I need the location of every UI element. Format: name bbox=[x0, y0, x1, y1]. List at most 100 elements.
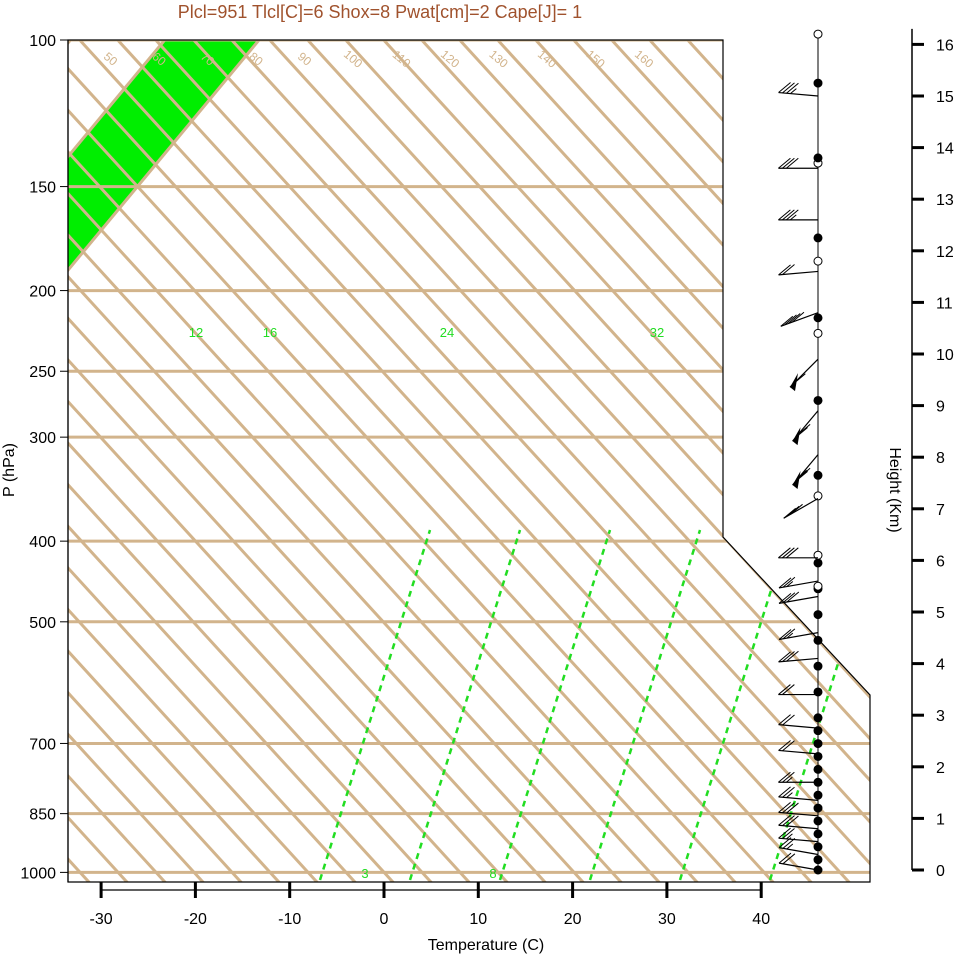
filled-marker bbox=[813, 751, 823, 761]
wind-barb-feather bbox=[790, 503, 803, 515]
wind-barb-feather bbox=[782, 740, 795, 752]
wind-barb-half-feather bbox=[786, 581, 794, 587]
mixing-ratio-line bbox=[498, 529, 612, 881]
mixing-ratio-line bbox=[678, 529, 792, 881]
filled-marker bbox=[813, 470, 823, 480]
height-tick-label: 3 bbox=[936, 708, 945, 725]
wind-barb-feather bbox=[778, 684, 791, 695]
wind-barb-feather bbox=[795, 427, 808, 438]
wind-barb-feather bbox=[782, 576, 796, 588]
dry-adiabat-line bbox=[438, 40, 870, 882]
height-tick-label: 1 bbox=[936, 811, 945, 828]
height-tick-label: 12 bbox=[936, 244, 954, 261]
filled-marker bbox=[813, 764, 823, 774]
dry-adiabat-line bbox=[476, 40, 870, 882]
wind-barb-feather bbox=[786, 650, 799, 662]
dry-adiabat-line bbox=[68, 40, 480, 882]
wind-barb-feather bbox=[786, 802, 799, 814]
wind-barb-feather bbox=[782, 786, 795, 798]
pressure-tick-label: 850 bbox=[29, 807, 56, 824]
open-marker bbox=[813, 491, 823, 501]
mixing-ratio-line bbox=[768, 529, 870, 881]
wind-barb-feather bbox=[782, 828, 795, 839]
filled-marker bbox=[813, 661, 823, 671]
height-tick-label: 8 bbox=[936, 450, 945, 467]
wind-barb bbox=[778, 580, 819, 589]
wind-barb-feather bbox=[782, 628, 796, 640]
wind-barb-feather bbox=[782, 802, 795, 814]
mixing-ratio-line bbox=[408, 529, 522, 881]
wind-barb-half-feather bbox=[790, 88, 797, 94]
wind-barb bbox=[778, 657, 819, 663]
mixing-ratio-line bbox=[318, 529, 432, 881]
wind-barb-half-feather bbox=[786, 792, 793, 798]
open-marker bbox=[813, 256, 823, 266]
wind-barb-feather bbox=[778, 814, 791, 826]
pressure-tick-label: 100 bbox=[29, 33, 56, 50]
pressure-tick-label: 250 bbox=[29, 364, 56, 381]
mixing-ratio-label: 8 bbox=[489, 866, 496, 881]
wind-barb-feather bbox=[787, 313, 801, 324]
wind-barb-feather bbox=[782, 684, 795, 695]
wind-barb-feather bbox=[778, 629, 792, 640]
height-tick-label: 6 bbox=[936, 553, 945, 570]
wind-barb-feather bbox=[778, 157, 791, 169]
filled-marker bbox=[813, 78, 823, 88]
wind-barb-feather bbox=[778, 786, 791, 798]
filled-marker bbox=[813, 153, 823, 163]
filled-marker bbox=[813, 829, 823, 839]
wind-barb bbox=[778, 724, 819, 729]
filled-marker bbox=[813, 395, 823, 405]
wind-barb-half-feather bbox=[795, 375, 803, 382]
dry-adiabat-line bbox=[286, 40, 870, 882]
temperature-tick-label: 40 bbox=[752, 911, 770, 928]
wind-barb-feather bbox=[786, 815, 799, 827]
filled-marker bbox=[813, 313, 823, 323]
wind-barb bbox=[778, 270, 819, 276]
temperature-tick-label: 20 bbox=[564, 911, 582, 928]
wind-barb bbox=[778, 749, 819, 755]
wind-barb-feather bbox=[795, 470, 808, 482]
wind-barb-half-feather bbox=[786, 632, 794, 639]
dry-adiabat-line bbox=[362, 40, 870, 882]
band-layer bbox=[68, 40, 259, 882]
wind-barb-feather bbox=[778, 827, 791, 839]
height-tick-label: 2 bbox=[936, 760, 945, 777]
height-tick-label: 4 bbox=[936, 657, 945, 674]
wind-barb-feather bbox=[782, 264, 795, 275]
mixing-ratio-label: 32 bbox=[650, 325, 664, 340]
open-marker bbox=[813, 581, 823, 591]
y-axis-label: P (hPa) bbox=[1, 443, 18, 497]
pressure-tick-label: 500 bbox=[29, 615, 56, 632]
wind-barb-feather bbox=[791, 311, 805, 323]
wind-barb-feather bbox=[782, 815, 795, 826]
filled-marker bbox=[813, 816, 823, 826]
wind-barb-feather bbox=[782, 592, 796, 604]
open-marker bbox=[813, 29, 823, 39]
open-marker bbox=[813, 328, 823, 338]
height-tick-label: 0 bbox=[936, 863, 945, 880]
temperature-tick-label: -30 bbox=[90, 911, 113, 928]
isotherm-line bbox=[68, 40, 261, 882]
isotherm-label: 140 bbox=[535, 47, 560, 71]
dry-adiabat-line bbox=[68, 40, 252, 882]
mixing-ratio-label: 12 bbox=[189, 325, 203, 340]
wind-barb bbox=[778, 796, 819, 801]
x-axis-label: Temperature (C) bbox=[428, 937, 544, 954]
wind-barb-feather bbox=[778, 209, 791, 221]
dry-adiabat-line bbox=[590, 40, 870, 882]
wind-barb bbox=[778, 811, 819, 817]
dry-adiabat-line bbox=[68, 40, 860, 882]
chart-title: Plcl=951 Tlcl[C]=6 Shox=8 Pwat[cm]=2 Cap… bbox=[178, 2, 582, 22]
filled-marker bbox=[813, 610, 823, 620]
filled-marker bbox=[813, 803, 823, 813]
dry-adiabat-line bbox=[68, 40, 746, 882]
wind-barb bbox=[778, 91, 819, 97]
wind-barb-feather bbox=[785, 547, 799, 559]
wind-barb-half-feather bbox=[789, 214, 797, 221]
height-tick-label: 15 bbox=[936, 89, 954, 106]
temperature-band bbox=[68, 40, 259, 882]
wind-barb-feather bbox=[778, 801, 791, 813]
filled-marker bbox=[813, 726, 823, 736]
